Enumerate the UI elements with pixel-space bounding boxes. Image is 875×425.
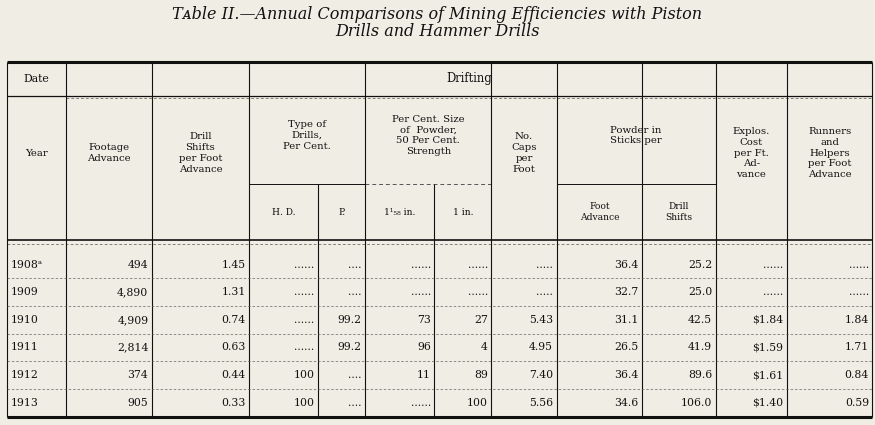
Text: Explos.
Cost
per Ft.
Ad-
vance: Explos. Cost per Ft. Ad- vance (732, 127, 770, 179)
Text: 0.44: 0.44 (221, 370, 246, 380)
Text: 1.71: 1.71 (844, 343, 869, 352)
Text: $1.84: $1.84 (752, 315, 783, 325)
Text: 27: 27 (474, 315, 488, 325)
Text: ......: ...... (763, 260, 783, 269)
Text: 41.9: 41.9 (688, 343, 712, 352)
Text: ......: ...... (410, 398, 430, 408)
Text: Drill
Shifts
per Foot
Advance: Drill Shifts per Foot Advance (178, 132, 222, 174)
Text: Year: Year (25, 148, 48, 158)
Text: 32.7: 32.7 (614, 287, 639, 297)
Text: 1913: 1913 (10, 398, 38, 408)
Text: 494: 494 (128, 260, 149, 269)
Text: ......: ...... (294, 315, 314, 325)
Text: ......: ...... (410, 260, 430, 269)
Text: 99.2: 99.2 (338, 343, 362, 352)
Text: No.
Caps
per
Foot: No. Caps per Foot (511, 132, 536, 174)
Text: 36.4: 36.4 (614, 260, 639, 269)
Text: ....: .... (348, 370, 362, 380)
Text: H. D.: H. D. (272, 207, 296, 217)
Text: Tᴀble II.—Annual Comparisons of Mining Efficiencies with Piston: Tᴀble II.—Annual Comparisons of Mining E… (172, 6, 703, 23)
Text: 2,814: 2,814 (117, 343, 149, 352)
Text: 905: 905 (128, 398, 149, 408)
Text: Drifting: Drifting (446, 72, 493, 85)
Text: Foot
Advance: Foot Advance (579, 202, 619, 222)
Text: 5.43: 5.43 (529, 315, 553, 325)
Text: ......: ...... (849, 260, 869, 269)
Text: P.: P. (339, 207, 346, 217)
Text: 25.0: 25.0 (688, 287, 712, 297)
Text: Drills and Hammer Drills: Drills and Hammer Drills (335, 23, 540, 40)
Text: $1.40: $1.40 (752, 398, 783, 408)
Text: 1908ᵃ: 1908ᵃ (10, 260, 43, 269)
Text: ......: ...... (294, 343, 314, 352)
Text: $1.61: $1.61 (752, 370, 783, 380)
Text: ....: .... (348, 287, 362, 297)
Text: .....: ..... (536, 260, 553, 269)
Text: ......: ...... (294, 287, 314, 297)
Text: 1¹₅₈ in.: 1¹₅₈ in. (384, 207, 416, 217)
Text: 89.6: 89.6 (688, 370, 712, 380)
Text: 1912: 1912 (10, 370, 38, 380)
Text: ......: ...... (467, 287, 488, 297)
Text: 0.33: 0.33 (221, 398, 246, 408)
Text: 96: 96 (417, 343, 430, 352)
Text: 1910: 1910 (10, 315, 38, 325)
Text: 0.63: 0.63 (221, 343, 246, 352)
Text: 73: 73 (417, 315, 430, 325)
Text: Per Cent. Size
of  Powder,
50 Per Cent.
Strength: Per Cent. Size of Powder, 50 Per Cent. S… (392, 115, 465, 156)
Text: 374: 374 (128, 370, 149, 380)
Text: 89: 89 (474, 370, 488, 380)
Text: ......: ...... (849, 287, 869, 297)
Text: 99.2: 99.2 (338, 315, 362, 325)
Text: 4.95: 4.95 (529, 343, 553, 352)
Text: Runners
and
Helpers
per Foot
Advance: Runners and Helpers per Foot Advance (808, 127, 851, 179)
Text: 1 in.: 1 in. (452, 207, 473, 217)
Text: 36.4: 36.4 (614, 370, 639, 380)
Text: ......: ...... (294, 260, 314, 269)
Text: Date: Date (24, 74, 50, 84)
Text: 42.5: 42.5 (688, 315, 712, 325)
Text: Drill
Shifts: Drill Shifts (665, 202, 692, 222)
Text: ......: ...... (410, 287, 430, 297)
Text: ....: .... (348, 398, 362, 408)
Text: 1909: 1909 (10, 287, 38, 297)
Text: Footage
Advance: Footage Advance (88, 143, 131, 163)
Text: 4: 4 (481, 343, 488, 352)
Text: Type of
Drills,
Per Cent.: Type of Drills, Per Cent. (284, 120, 332, 151)
Text: $1.59: $1.59 (752, 343, 783, 352)
Text: 26.5: 26.5 (614, 343, 639, 352)
Text: ......: ...... (763, 287, 783, 297)
Text: 4,890: 4,890 (117, 287, 149, 297)
Text: 100: 100 (467, 398, 488, 408)
Text: 1911: 1911 (10, 343, 38, 352)
Text: ......: ...... (467, 260, 488, 269)
Text: ....: .... (348, 260, 362, 269)
Text: 5.56: 5.56 (529, 398, 553, 408)
Text: 25.2: 25.2 (688, 260, 712, 269)
Text: 34.6: 34.6 (614, 398, 639, 408)
Text: 1.45: 1.45 (221, 260, 246, 269)
Text: 11: 11 (416, 370, 430, 380)
Text: 0.59: 0.59 (844, 398, 869, 408)
Text: .....: ..... (536, 287, 553, 297)
Text: 4,909: 4,909 (117, 315, 149, 325)
Text: Powder in
Sticks per: Powder in Sticks per (610, 126, 662, 145)
Text: 0.74: 0.74 (221, 315, 246, 325)
Text: 1.31: 1.31 (221, 287, 246, 297)
Text: 106.0: 106.0 (681, 398, 712, 408)
Text: 1.84: 1.84 (844, 315, 869, 325)
Text: 100: 100 (293, 370, 314, 380)
Text: 0.84: 0.84 (844, 370, 869, 380)
Text: 100: 100 (293, 398, 314, 408)
Text: 7.40: 7.40 (529, 370, 553, 380)
Text: 31.1: 31.1 (614, 315, 639, 325)
